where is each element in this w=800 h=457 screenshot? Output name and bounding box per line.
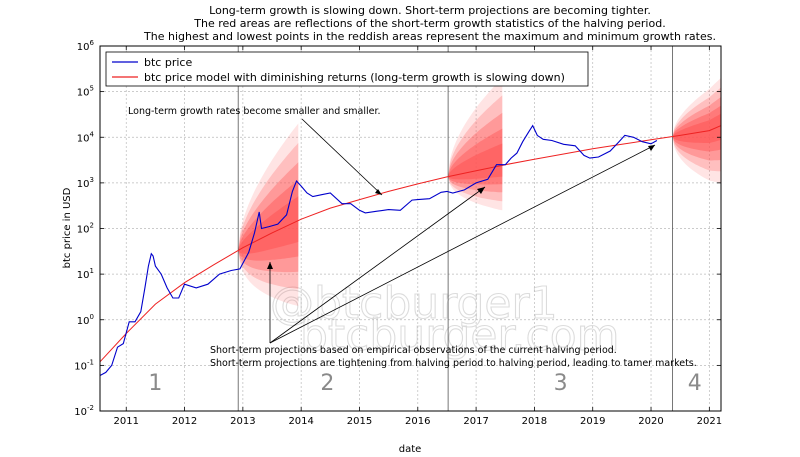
svg-text:@btcburger1: @btcburger1 [270, 278, 558, 329]
period-label-3: 3 [554, 371, 568, 396]
x-tick-label: 2013 [230, 416, 255, 427]
projection-band-1 [238, 196, 299, 254]
y-tick-label: 105 [77, 85, 94, 99]
annotation-short-term-arrows [269, 144, 656, 344]
x-tick-label: 2018 [522, 416, 547, 427]
svg-text:btcburger.com: btcburger.com [300, 310, 620, 361]
legend: btc price btc price model with diminishi… [105, 51, 589, 87]
y-tick-label: 106 [77, 39, 95, 53]
annotation-long-term-arrow [301, 118, 383, 196]
series-model [100, 125, 721, 363]
projection-band-2 [448, 143, 503, 180]
legend-label-btc-price: btc price [144, 56, 192, 69]
annotations: Long-term growth rates become smaller an… [128, 106, 697, 369]
legend-box [105, 51, 589, 87]
annotation-long-term: Long-term growth rates become smaller an… [128, 106, 381, 117]
y-axis-label: btc price in USD [62, 187, 73, 268]
period-label-2: 2 [320, 371, 334, 396]
halving-lines [237, 46, 674, 411]
y-tick-label: 10-1 [74, 358, 94, 372]
chart-title-line-1: Long-term growth is slowing down. Short-… [209, 4, 651, 17]
x-axis-label: date [399, 444, 422, 455]
x-tick-label: 2014 [288, 416, 313, 427]
watermark: @btcburger1 btcburger.com [269, 277, 620, 361]
projection-bands [238, 77, 721, 306]
annotation-long-term-arrowhead [375, 189, 382, 195]
x-axis: 2011 2012 2013 2014 2015 2016 2017 2018 2019 2020… [114, 46, 722, 427]
y-tick-label: 102 [77, 222, 94, 236]
x-tick-label: 2017 [463, 416, 488, 427]
period-label-4: 4 [688, 371, 702, 396]
y-tick-label: 104 [77, 130, 95, 144]
y-tick-label: 103 [77, 176, 94, 190]
period-label-1: 1 [148, 371, 162, 396]
annotation-short-term-arrowheads [267, 145, 655, 269]
x-tick-label: 2011 [114, 416, 139, 427]
projection-band-1 [238, 123, 299, 306]
x-tick-label: 2016 [405, 416, 430, 427]
y-tick-label: 10-2 [74, 404, 94, 418]
x-tick-label: 2015 [347, 416, 372, 427]
annotation-short-term-1: Short-term projections based on empirica… [210, 345, 617, 356]
y-tick-label: 100 [77, 313, 94, 327]
series-btc-price [100, 124, 658, 376]
chart-title-line-3: The highest and lowest points in the red… [143, 30, 716, 43]
y-tick-label: 101 [77, 267, 94, 281]
x-tick-label: 2020 [638, 416, 663, 427]
x-tick-label: 2021 [697, 416, 722, 427]
series-lines [100, 124, 721, 376]
period-labels: 1 2 3 4 [148, 371, 701, 396]
y-axis: 10-2 10-1 100 101 102 103 104 105 106 [74, 39, 721, 418]
legend-label-model: btc price model with diminishing returns… [144, 71, 565, 84]
annotation-short-term-2: Short-term projections are tightening fr… [210, 358, 697, 369]
x-tick-label: 2012 [172, 416, 197, 427]
projection-band-3 [672, 113, 721, 143]
chart-title-line-2: The red areas are reflections of the sho… [193, 17, 665, 30]
x-tick-label: 2019 [580, 416, 605, 427]
